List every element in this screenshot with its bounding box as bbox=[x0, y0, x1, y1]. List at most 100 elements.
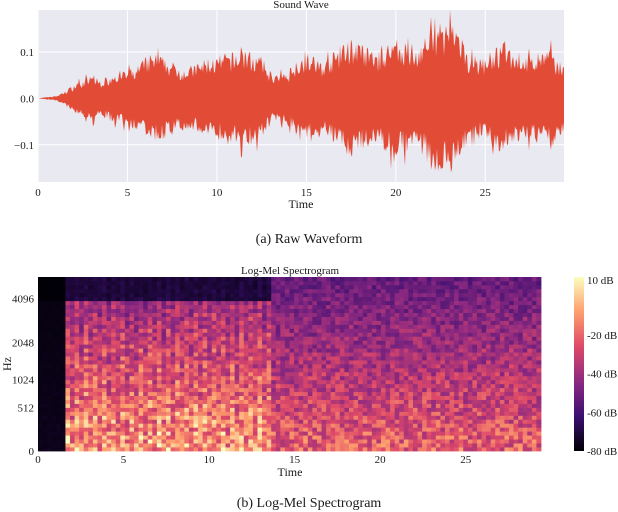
spectrogram-cell bbox=[417, 375, 423, 381]
spectrogram-cell bbox=[184, 312, 190, 317]
spectrogram-cell bbox=[399, 316, 405, 321]
spectrogram-cell bbox=[481, 352, 487, 357]
spectrogram-cell bbox=[508, 316, 514, 321]
spectrogram-cell bbox=[444, 427, 450, 432]
spectrogram-cell bbox=[202, 419, 208, 424]
spectrogram-cell bbox=[326, 280, 332, 286]
spectrogram-cell bbox=[353, 348, 359, 353]
spectrogram-cell bbox=[289, 379, 295, 385]
spectrogram-cell bbox=[220, 427, 226, 432]
spectrogram-cell bbox=[472, 367, 478, 373]
spectrogram-cell bbox=[394, 332, 400, 337]
spectrogram-cell bbox=[38, 308, 43, 313]
spectrogram-cell bbox=[147, 296, 153, 302]
spectrogram-cell bbox=[403, 324, 409, 329]
spectrogram-cell bbox=[216, 391, 222, 397]
spectrogram-cell bbox=[284, 360, 290, 365]
spectrogram-cell bbox=[56, 348, 62, 353]
spectrogram-cell bbox=[390, 423, 396, 428]
spectrogram-cell bbox=[266, 344, 272, 349]
spectrogram-cell bbox=[65, 332, 71, 337]
spectrogram-cell bbox=[179, 300, 185, 306]
spectrogram-cell bbox=[124, 375, 130, 381]
spectrogram-cell bbox=[97, 411, 103, 416]
spectrogram-cell bbox=[481, 387, 487, 393]
spectrogram-cell bbox=[257, 411, 263, 416]
spectrogram-cell bbox=[490, 277, 496, 282]
spectrogram-cell bbox=[156, 344, 162, 349]
spectrogram-cell bbox=[449, 284, 455, 290]
spectrogram-cell bbox=[518, 407, 524, 412]
spectrogram-cell bbox=[412, 304, 418, 310]
spectrogram-cell bbox=[70, 308, 75, 313]
spectrogram-cell bbox=[326, 439, 332, 444]
spectrogram-cell bbox=[38, 423, 43, 428]
spectrogram-cell bbox=[518, 300, 524, 306]
spectrogram-cell bbox=[403, 280, 409, 286]
spectrogram-cell bbox=[170, 324, 176, 329]
spectrogram-cell bbox=[42, 371, 48, 377]
spectrogram-cell bbox=[376, 439, 382, 444]
spectrogram-cell bbox=[531, 371, 537, 377]
spectrogram-cell bbox=[499, 367, 505, 373]
waveform-y-tick-label: −0.1 bbox=[14, 140, 34, 152]
spectrogram-cell bbox=[289, 336, 295, 341]
spectrogram-cell bbox=[70, 304, 75, 310]
spectrogram-cell bbox=[230, 435, 236, 440]
spectrogram-cell bbox=[193, 360, 199, 365]
spectrogram-cell bbox=[234, 352, 240, 357]
spectrogram-cell bbox=[102, 308, 107, 313]
spectrogram-cell bbox=[262, 356, 268, 361]
spectrogram-cell bbox=[220, 316, 226, 321]
spectrogram-cell bbox=[390, 348, 396, 353]
spectrogram-cell bbox=[358, 280, 364, 286]
spectrogram-cell bbox=[294, 288, 300, 294]
spectrogram-cell bbox=[353, 288, 359, 294]
spectrogram-cell bbox=[179, 387, 185, 393]
spectrogram-cell bbox=[239, 332, 245, 337]
spectrogram-cell bbox=[65, 407, 71, 412]
spectrogram-cell bbox=[230, 277, 236, 282]
spectrogram-cell bbox=[289, 427, 295, 432]
spectrogram-cell bbox=[495, 439, 501, 444]
spectrogram-cell bbox=[120, 336, 126, 341]
spectrogram-cell bbox=[65, 336, 71, 341]
spectrogram-cell bbox=[271, 332, 277, 337]
spectrogram-cell bbox=[476, 391, 482, 397]
spectrogram-cell bbox=[60, 356, 66, 361]
spectrogram-cell bbox=[60, 439, 66, 444]
spectrogram-cell bbox=[143, 371, 149, 377]
spectrogram-cell bbox=[458, 379, 464, 385]
spectrogram-cell bbox=[111, 411, 117, 416]
spectrogram-cell bbox=[358, 447, 364, 452]
spectrogram-cell bbox=[390, 277, 396, 282]
spectrogram-cell bbox=[175, 399, 181, 404]
spectrogram-cell bbox=[444, 435, 450, 440]
spectrogram-cell bbox=[472, 364, 478, 369]
spectrogram-cell bbox=[495, 415, 501, 420]
spectrogram-cell bbox=[294, 364, 300, 369]
spectrogram-cell bbox=[490, 367, 496, 373]
spectrogram-cell bbox=[344, 316, 350, 321]
spectrogram-cell bbox=[435, 387, 441, 393]
spectrogram-cell bbox=[518, 312, 524, 317]
spectrogram-cell bbox=[435, 415, 441, 420]
spectrogram-cell bbox=[330, 344, 336, 349]
spectrogram-cell bbox=[211, 344, 217, 349]
spectrogram-cell bbox=[202, 352, 208, 357]
spectrogram-cell bbox=[184, 435, 190, 440]
spectrogram-cell bbox=[463, 344, 469, 349]
spectrogram-cell bbox=[344, 427, 350, 432]
spectrogram-cell bbox=[303, 427, 309, 432]
spectrogram-cell bbox=[115, 304, 121, 310]
spectrogram-cell bbox=[252, 304, 258, 310]
spectrogram-cell bbox=[362, 431, 368, 436]
spectrogram-cell bbox=[170, 391, 176, 397]
spectrogram-cell bbox=[527, 383, 533, 389]
spectrogram-cell bbox=[522, 391, 528, 397]
spectrogram-cell bbox=[426, 419, 432, 424]
spectrogram-cell bbox=[156, 300, 162, 306]
spectrogram-cell bbox=[230, 399, 236, 404]
spectrogram-cell bbox=[88, 344, 94, 349]
spectrogram-cell bbox=[51, 364, 57, 369]
